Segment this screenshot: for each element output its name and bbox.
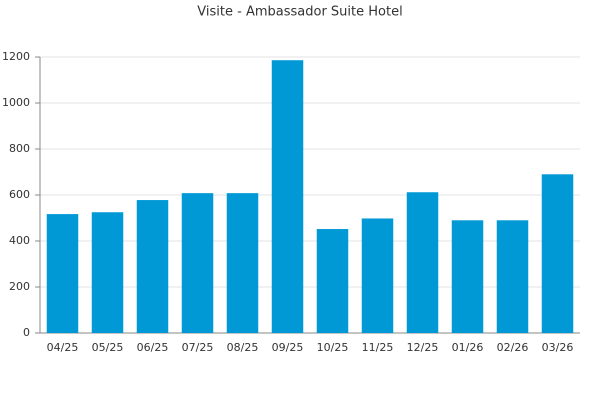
x-tick-label: 03/26: [542, 341, 574, 354]
bar: [226, 193, 259, 333]
y-tick-label: 0: [23, 326, 30, 339]
x-tick-label: 01/26: [452, 341, 484, 354]
x-tick-label: 02/26: [497, 341, 529, 354]
x-tick-label: 04/25: [47, 341, 79, 354]
bar: [496, 220, 529, 333]
bar: [271, 60, 304, 333]
bar: [451, 220, 484, 333]
bar: [181, 193, 214, 333]
x-tick-label: 10/25: [317, 341, 349, 354]
y-tick-label: 200: [9, 280, 30, 293]
x-tick-label: 06/25: [137, 341, 169, 354]
bar: [541, 174, 574, 333]
y-tick-label: 800: [9, 142, 30, 155]
y-tick-label: 1000: [2, 96, 30, 109]
y-tick-label: 400: [9, 234, 30, 247]
y-tick-label: 1200: [2, 50, 30, 63]
x-tick-label: 05/25: [92, 341, 124, 354]
x-tick-label: 08/25: [227, 341, 259, 354]
x-tick-label: 09/25: [272, 341, 304, 354]
x-tick-label: 12/25: [407, 341, 439, 354]
bar: [91, 212, 124, 333]
chart-title: Visite - Ambassador Suite Hotel: [197, 5, 402, 20]
bar: [46, 214, 79, 333]
bar: [406, 192, 439, 333]
bar: [136, 200, 169, 333]
x-tick-label: 07/25: [182, 341, 214, 354]
y-tick-label: 600: [9, 188, 30, 201]
bar: [361, 218, 394, 333]
bar: [316, 229, 349, 333]
x-tick-label: 11/25: [362, 341, 394, 354]
